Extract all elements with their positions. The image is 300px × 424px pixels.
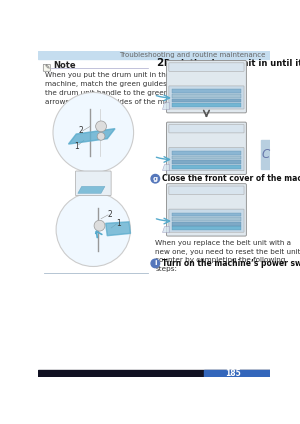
Bar (172, 89, 241, 93)
Text: Note: Note (53, 61, 76, 70)
FancyBboxPatch shape (167, 184, 246, 236)
Bar (172, 222, 241, 226)
Text: When you replace the belt unit with a
new one, you need to reset the belt unit
c: When you replace the belt unit with a ne… (155, 240, 300, 272)
Text: Turn on the machine’s power switch.: Turn on the machine’s power switch. (162, 259, 300, 268)
Bar (172, 165, 241, 169)
Polygon shape (161, 164, 169, 170)
FancyBboxPatch shape (76, 171, 111, 195)
FancyBboxPatch shape (167, 61, 246, 113)
Bar (204, 371, 270, 377)
Text: 1: 1 (116, 219, 121, 228)
Circle shape (96, 121, 106, 132)
FancyBboxPatch shape (169, 209, 244, 232)
Bar (172, 160, 241, 164)
Text: g: g (153, 176, 158, 182)
Polygon shape (68, 128, 115, 144)
Bar (172, 217, 241, 221)
Text: 185: 185 (225, 369, 241, 378)
FancyBboxPatch shape (169, 86, 244, 109)
Bar (172, 156, 241, 159)
Text: Troubleshooting and routine maintenance: Troubleshooting and routine maintenance (119, 52, 266, 58)
Bar (172, 226, 241, 230)
Circle shape (151, 174, 160, 183)
Circle shape (56, 192, 130, 266)
Bar (38, 51, 270, 59)
Polygon shape (68, 128, 115, 144)
FancyBboxPatch shape (167, 122, 246, 174)
Bar (38, 371, 270, 377)
Text: 1: 1 (74, 142, 79, 151)
Bar (172, 103, 241, 107)
FancyBboxPatch shape (43, 64, 50, 71)
Text: Push the drum unit in until it stops.: Push the drum unit in until it stops. (164, 59, 300, 68)
Bar (172, 99, 241, 103)
Bar (172, 94, 241, 98)
Text: ✎: ✎ (44, 65, 50, 70)
Bar (172, 151, 241, 155)
Text: 2: 2 (79, 126, 83, 135)
Text: i: i (154, 260, 157, 266)
Text: When you put the drum unit in the
machine, match the green guides (1) of
the dru: When you put the drum unit in the machin… (45, 73, 191, 105)
Text: C: C (261, 148, 269, 161)
FancyBboxPatch shape (169, 186, 244, 195)
Circle shape (151, 259, 160, 268)
Polygon shape (161, 226, 169, 232)
FancyBboxPatch shape (169, 63, 244, 71)
Circle shape (97, 132, 105, 140)
Text: Close the front cover of the machine.: Close the front cover of the machine. (162, 174, 300, 183)
Polygon shape (161, 103, 169, 109)
Bar (261, 140, 270, 170)
Polygon shape (106, 222, 130, 236)
Circle shape (94, 220, 105, 231)
FancyBboxPatch shape (169, 124, 244, 133)
Circle shape (53, 92, 134, 173)
Text: 2: 2 (156, 58, 163, 68)
Polygon shape (78, 187, 105, 193)
FancyBboxPatch shape (169, 148, 244, 170)
Polygon shape (106, 222, 130, 236)
Text: 2: 2 (108, 209, 113, 219)
Bar (172, 212, 241, 216)
